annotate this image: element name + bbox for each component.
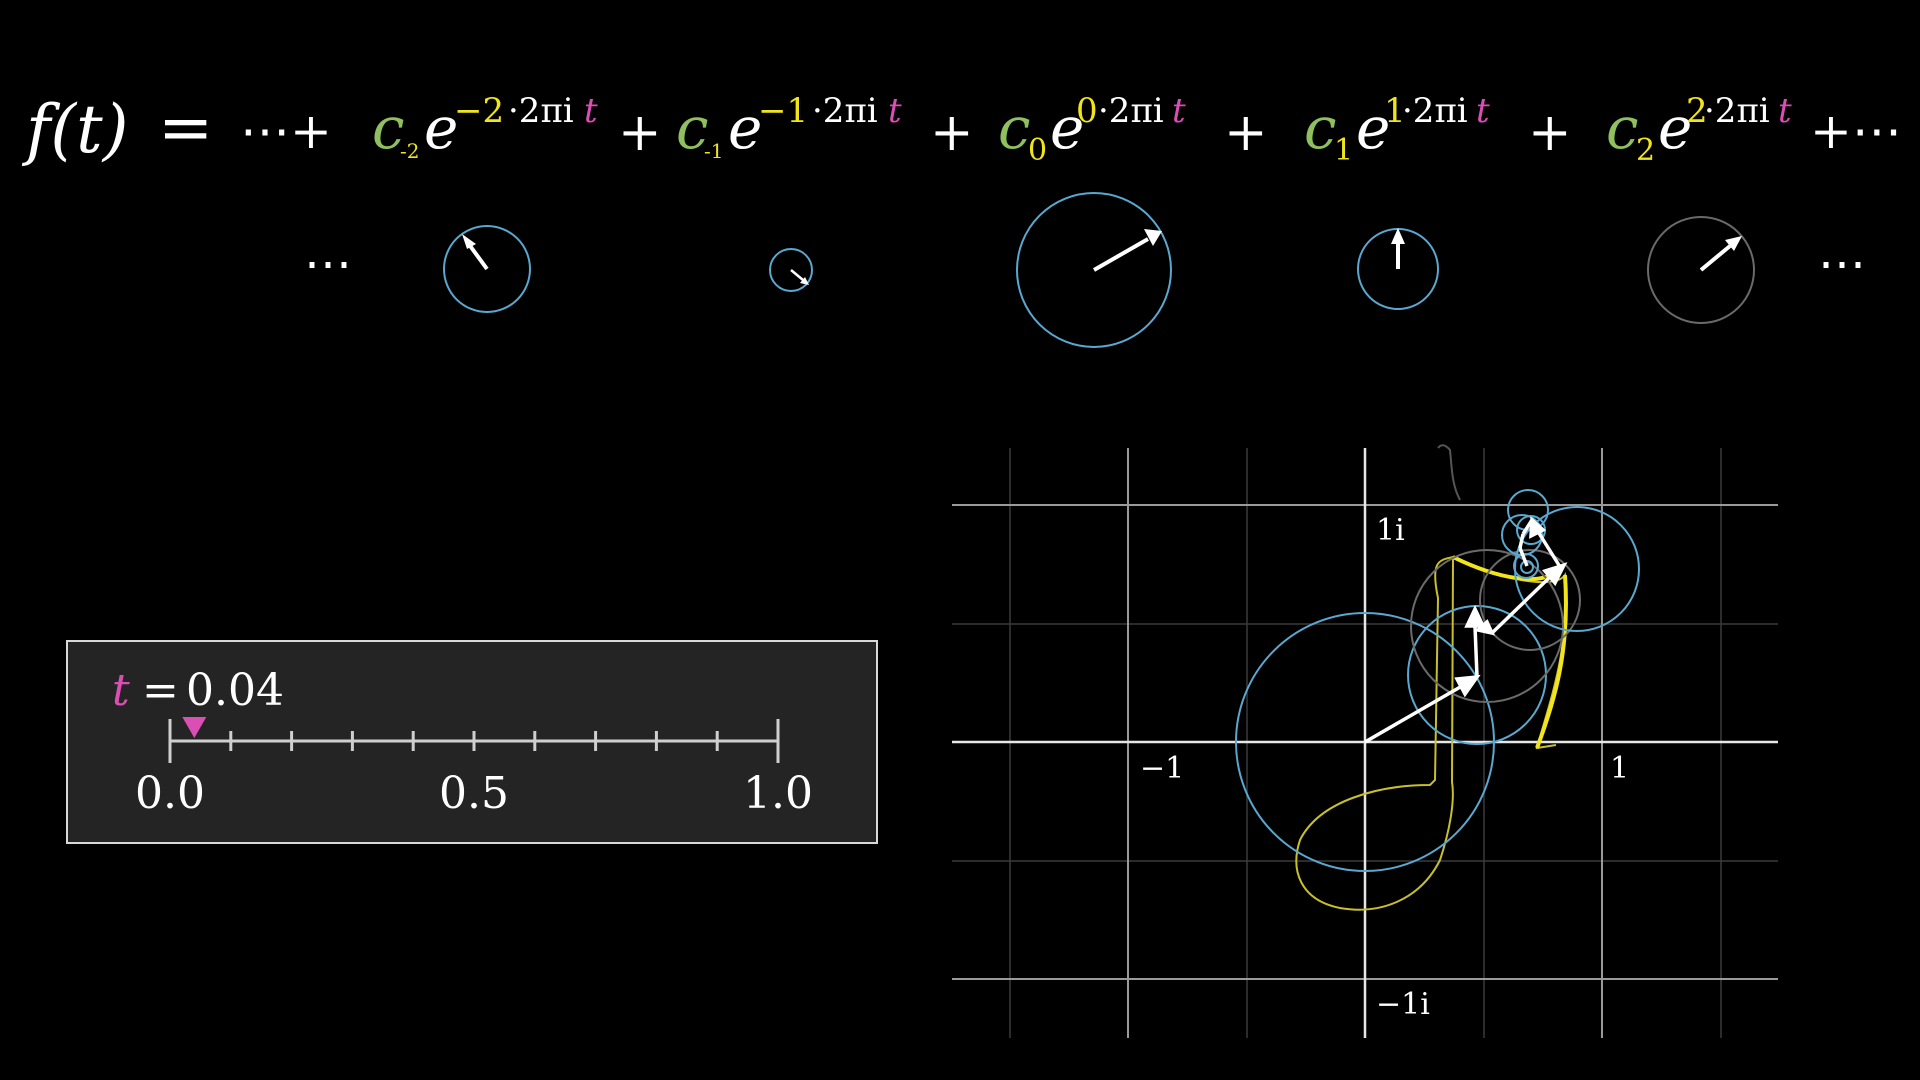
coef-subscript: -2 — [400, 139, 419, 163]
exp-base: e — [424, 94, 458, 162]
formula-equals: = — [158, 89, 213, 166]
time-slider-panel: t = 0.04 0.0 0.5 1.0 — [66, 640, 878, 844]
coef-c: c — [676, 94, 708, 162]
vector-neg2 — [443, 225, 531, 313]
term-neg2: c -2 e −2 ·2πi t — [372, 91, 598, 163]
coef-c: c — [1304, 94, 1336, 162]
exp-rest: ·2πi — [1098, 91, 1164, 131]
complex-plane: −1 1 1i −1i — [952, 444, 1778, 1038]
drawing-path-active — [1452, 555, 1568, 749]
coef-subscript: 0 — [1028, 133, 1047, 168]
exp-base: e — [1050, 94, 1084, 162]
vector-1 — [1357, 228, 1439, 310]
tick-label-1: 1.0 — [743, 768, 813, 819]
coef-c: c — [372, 94, 404, 162]
exp-k: 1 — [1384, 91, 1406, 131]
exp-t: t — [1476, 91, 1490, 131]
vector-neg1 — [769, 248, 813, 292]
slider-handle[interactable] — [182, 717, 207, 738]
term-1: c 1 e 1 ·2πi t — [1304, 91, 1490, 168]
epicycle-vectors — [1364, 516, 1568, 744]
exp-rest: ·2πi — [1704, 91, 1770, 131]
term-0: c 0 e 0 ·2πi t — [998, 91, 1186, 168]
coef-subscript: 2 — [1636, 133, 1655, 168]
exp-base: e — [1658, 94, 1692, 162]
vector-2 — [1647, 216, 1755, 324]
plus-sign: + — [1224, 103, 1268, 163]
exp-t: t — [584, 91, 598, 131]
vector-row: ⋯ ⋯ — [304, 192, 1866, 348]
plane-axes — [952, 448, 1778, 1038]
term-2: c 2 e 2 ·2πi t — [1606, 91, 1792, 168]
exp-k: 2 — [1686, 91, 1708, 131]
term-neg1: c -1 e −1 ·2πi t — [676, 91, 902, 163]
plus-sign: + — [930, 103, 974, 163]
epicycle-circles — [1235, 489, 1640, 872]
coef-c: c — [1606, 94, 1638, 162]
exp-rest: ·2πi — [508, 91, 574, 131]
coef-subscript: 1 — [1334, 133, 1353, 168]
exp-t: t — [888, 91, 902, 131]
exp-rest: ·2πi — [1402, 91, 1468, 131]
exp-base: e — [728, 94, 762, 162]
formula-leading-dots: ⋯+ — [240, 102, 332, 160]
axis-label-x-neg: −1 — [1140, 751, 1184, 786]
slider-var: t — [112, 665, 130, 716]
slider-track[interactable] — [168, 719, 780, 763]
axis-label-y-pos: 1i — [1376, 513, 1405, 548]
coef-subscript: -1 — [704, 139, 723, 163]
plus-sign: + — [1528, 103, 1572, 163]
coef-c: c — [998, 94, 1030, 162]
exp-t: t — [1172, 91, 1186, 131]
exp-k: −1 — [758, 91, 808, 131]
tick-label-half: 0.5 — [439, 768, 509, 819]
slider-value: 0.04 — [186, 665, 284, 716]
exp-k: −2 — [454, 91, 504, 131]
formula-trailing-dots: +⋯ — [1810, 102, 1902, 160]
drawing-path-outline — [1295, 555, 1567, 911]
vector-0 — [1016, 192, 1172, 348]
axis-label-x-pos: 1 — [1610, 751, 1629, 786]
tick-label-0: 0.0 — [135, 768, 205, 819]
ellipsis-left: ⋯ — [304, 236, 352, 292]
exp-base: e — [1356, 94, 1390, 162]
fourier-series-formula: f(t) = ⋯+ c -2 e −2 ·2πi t + c -1 e −1 ·… — [21, 89, 1902, 168]
faint-trace — [1437, 444, 1461, 501]
formula-lhs: f(t) — [21, 91, 128, 168]
axis-label-y-neg: −1i — [1376, 987, 1430, 1022]
exp-t: t — [1778, 91, 1792, 131]
exp-k: 0 — [1076, 91, 1098, 131]
exp-rest: ·2πi — [812, 91, 878, 131]
plus-sign: + — [618, 103, 662, 163]
ellipsis-right: ⋯ — [1818, 236, 1866, 292]
slider-equals: = — [142, 665, 179, 716]
